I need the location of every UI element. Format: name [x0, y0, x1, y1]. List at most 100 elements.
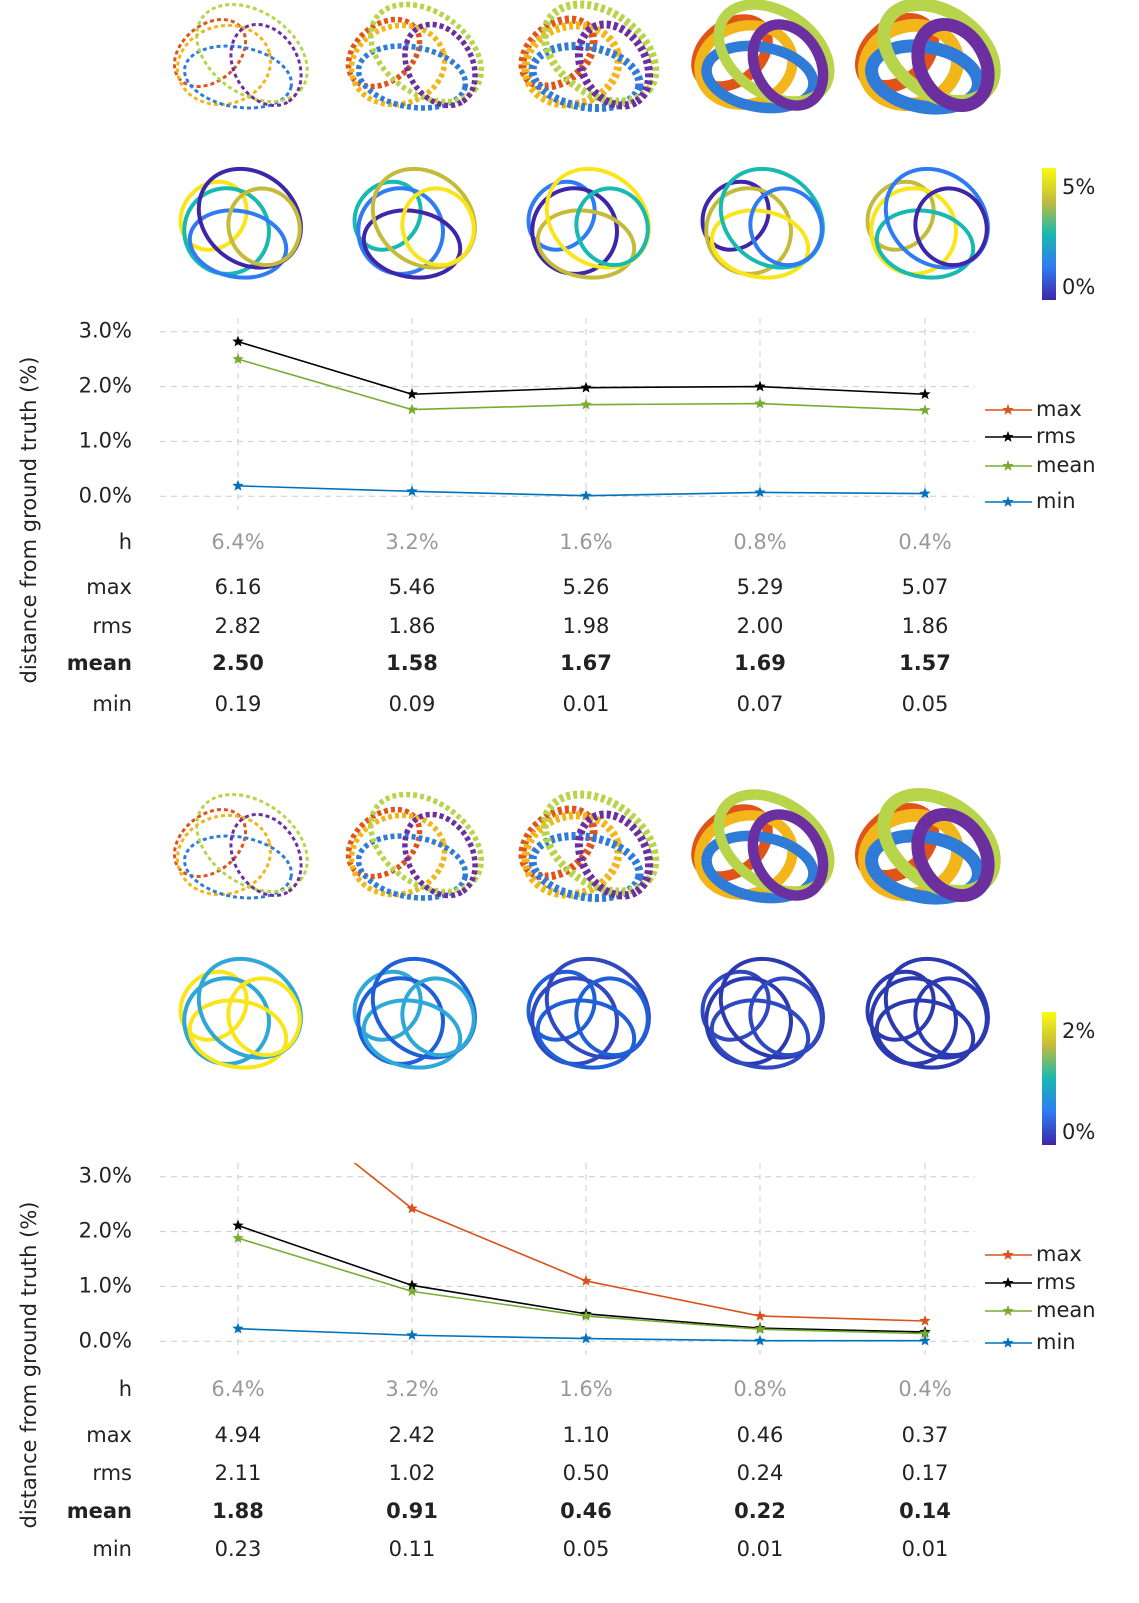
marker: [232, 335, 244, 347]
colorbar: [1042, 168, 1056, 300]
rendering-curve: [356, 186, 446, 276]
series-line: [353, 1163, 926, 1322]
marker: [580, 398, 592, 410]
rendering: [691, 789, 835, 1070]
marker: [754, 1310, 766, 1321]
table-cell: 6.16: [215, 575, 262, 599]
rendering-curve: [747, 809, 829, 901]
table-row-label: min: [92, 692, 132, 716]
rendering-curve: [869, 976, 959, 1066]
rendering-curve: [704, 186, 794, 276]
table-cell: 0.24: [737, 1461, 784, 1485]
rendering: [854, 0, 1001, 280]
table-cell: 2.82: [215, 614, 262, 638]
colorbar: [1042, 1012, 1056, 1145]
rendering-curve: [574, 976, 650, 1058]
rendering-curve: [528, 42, 644, 112]
table-cell: 5.46: [389, 575, 436, 599]
colorbar-label: 2%: [1062, 1019, 1095, 1043]
rendering-curve: [913, 186, 989, 268]
series-line: [237, 358, 926, 411]
legend-marker: [1002, 496, 1014, 507]
marker: [232, 479, 244, 491]
legend-label: max: [1036, 1242, 1082, 1266]
rendering-curve: [700, 969, 771, 1042]
series: [232, 1219, 931, 1337]
table-cell: 2.00: [737, 614, 784, 638]
rendering-curve: [361, 998, 463, 1070]
table-cell: 0.07: [737, 692, 784, 716]
legend-marker: [1002, 460, 1014, 471]
rendering-curve: [528, 832, 644, 902]
marker: [754, 1334, 766, 1346]
rendering-curve: [913, 976, 989, 1058]
marker: [406, 1285, 418, 1297]
marker: [406, 1279, 418, 1291]
marker: [232, 1219, 244, 1231]
table-cell: 0.05: [902, 692, 949, 716]
rendering: [345, 791, 484, 1070]
table-cell: 1.98: [563, 614, 610, 638]
series: [232, 353, 931, 415]
legend-label: rms: [1036, 1270, 1076, 1294]
table-row-label: max: [86, 575, 132, 599]
rendering-curve: [226, 186, 302, 268]
marker: [919, 212, 930, 223]
marker: [232, 1322, 244, 1334]
y-tick-label: 0.0%: [79, 1328, 132, 1352]
table-cell: 0.17: [902, 1461, 949, 1485]
table-cell: 1.86: [389, 614, 436, 638]
series: [232, 479, 931, 501]
table-cell: 0.01: [902, 1537, 949, 1561]
series: [232, 1232, 931, 1339]
rendering-curve: [530, 976, 620, 1066]
rendering-curve: [709, 998, 811, 1070]
marker: [580, 1332, 592, 1344]
table-cell: 1.02: [389, 1461, 436, 1485]
table-cell: 1.58: [386, 651, 438, 675]
table-cell: 1.57: [899, 651, 951, 675]
rendering-curve: [348, 22, 448, 108]
rendering-curve: [747, 19, 829, 111]
y-axis-label: distance from ground truth (%): [17, 357, 41, 684]
rendering-curve: [175, 813, 273, 897]
legend-label: max: [1036, 397, 1082, 421]
rendering-curve: [574, 20, 654, 110]
table-cell: 0.22: [734, 1499, 786, 1523]
rendering-curve: [526, 969, 597, 1042]
table-cell: 2.42: [389, 1423, 436, 1447]
rendering-curve: [355, 833, 469, 901]
rendering-curve: [704, 976, 794, 1066]
rendering-curve: [187, 998, 289, 1070]
rendering: [172, 3, 309, 280]
legend-marker: [1002, 404, 1014, 415]
colorbar-label: 0%: [1062, 1120, 1095, 1144]
x-tick-label: 0.8%: [733, 530, 786, 554]
x-axis-label: h: [119, 530, 132, 554]
table-cell: 0.46: [737, 1423, 784, 1447]
rendering-curve: [172, 18, 248, 88]
rendering-curve: [226, 976, 302, 1058]
marker: [232, 152, 243, 163]
table-cell: 1.10: [563, 1423, 610, 1447]
rendering: [172, 793, 309, 1070]
rendering-curve: [869, 186, 959, 276]
rendering-curve: [368, 1, 484, 105]
table-cell: 0.14: [899, 1499, 951, 1523]
rendering-curve: [178, 969, 249, 1042]
x-tick-label: 0.4%: [898, 1377, 951, 1401]
rendering-curve: [874, 208, 976, 280]
rendering: [518, 0, 660, 280]
y-tick-label: 3.0%: [79, 1164, 132, 1188]
marker: [919, 1327, 931, 1339]
rendering-curve: [865, 39, 985, 115]
x-tick-label: 6.4%: [211, 1377, 264, 1401]
rendering-curve: [348, 812, 448, 898]
rendering-curve: [355, 43, 469, 111]
rendering-curve: [187, 208, 289, 280]
rendering-curve: [701, 40, 819, 114]
table-cell: 0.46: [560, 1499, 612, 1523]
rendering-curve: [229, 22, 303, 108]
x-tick-label: 3.2%: [385, 1377, 438, 1401]
table-cell: 0.01: [737, 1537, 784, 1561]
